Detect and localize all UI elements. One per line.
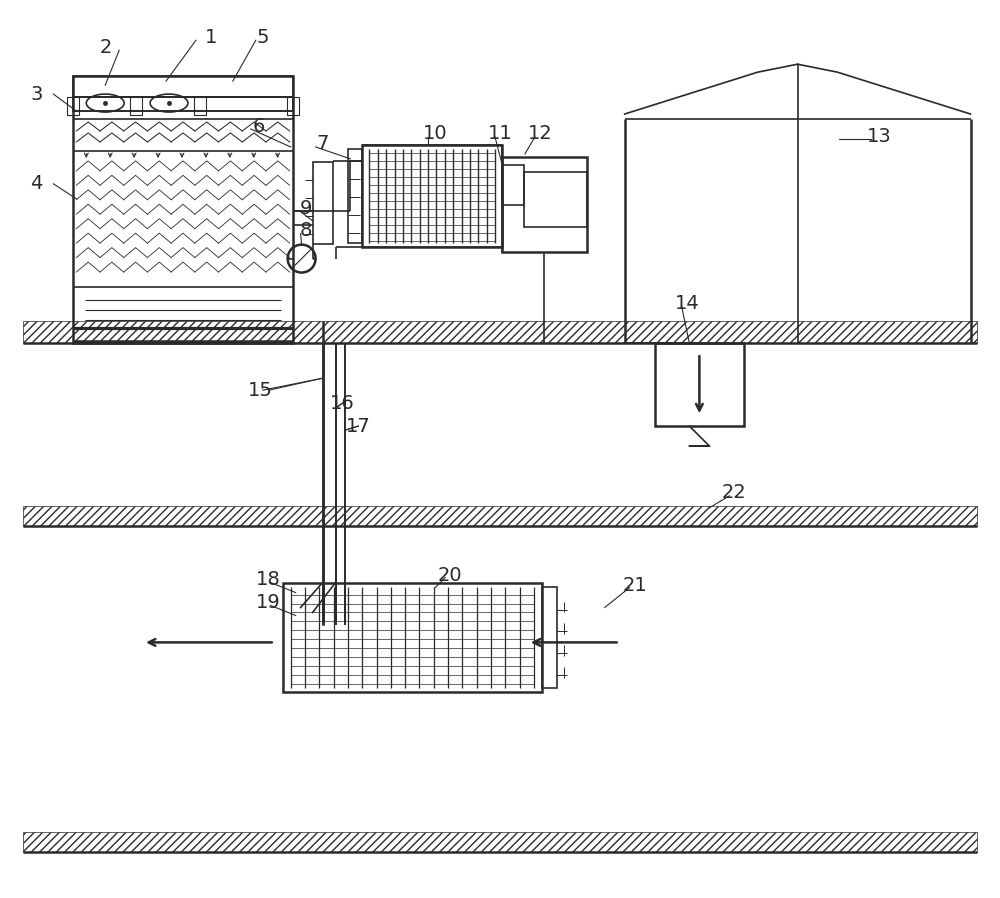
Text: 18: 18 bbox=[256, 570, 281, 589]
Bar bbox=[23, 506, 977, 525]
Bar bbox=[542, 586, 557, 688]
Bar bbox=[348, 149, 362, 242]
Bar bbox=[23, 321, 977, 343]
Text: 6: 6 bbox=[253, 118, 265, 136]
Bar bbox=[502, 165, 524, 205]
Bar bbox=[130, 97, 142, 115]
Text: 15: 15 bbox=[248, 381, 273, 400]
Text: 8: 8 bbox=[299, 221, 312, 240]
Bar bbox=[283, 583, 542, 692]
Text: 3: 3 bbox=[30, 84, 43, 103]
Bar bbox=[23, 832, 977, 851]
Bar bbox=[73, 76, 293, 97]
Bar bbox=[73, 97, 293, 111]
Text: 7: 7 bbox=[316, 135, 329, 154]
Text: 20: 20 bbox=[438, 566, 462, 585]
Bar bbox=[73, 76, 293, 343]
Bar bbox=[524, 172, 587, 226]
Text: 11: 11 bbox=[488, 125, 512, 144]
Text: 22: 22 bbox=[722, 483, 747, 502]
Text: 10: 10 bbox=[423, 125, 448, 144]
Text: 12: 12 bbox=[528, 125, 552, 144]
Text: 13: 13 bbox=[866, 128, 891, 146]
Bar bbox=[313, 162, 333, 243]
Text: 1: 1 bbox=[205, 28, 217, 47]
Text: 16: 16 bbox=[330, 393, 355, 413]
Bar bbox=[287, 97, 299, 115]
Bar bbox=[67, 97, 79, 115]
Text: 19: 19 bbox=[256, 593, 281, 612]
Text: 14: 14 bbox=[675, 294, 700, 313]
Text: 2: 2 bbox=[100, 38, 112, 57]
Text: 21: 21 bbox=[622, 577, 647, 595]
Bar bbox=[362, 145, 502, 247]
Text: 5: 5 bbox=[256, 28, 269, 47]
Bar bbox=[502, 157, 587, 251]
Text: 9: 9 bbox=[299, 199, 312, 218]
Text: 4: 4 bbox=[30, 174, 43, 193]
Bar bbox=[655, 343, 744, 426]
Bar bbox=[194, 97, 206, 115]
Text: 17: 17 bbox=[346, 417, 371, 436]
